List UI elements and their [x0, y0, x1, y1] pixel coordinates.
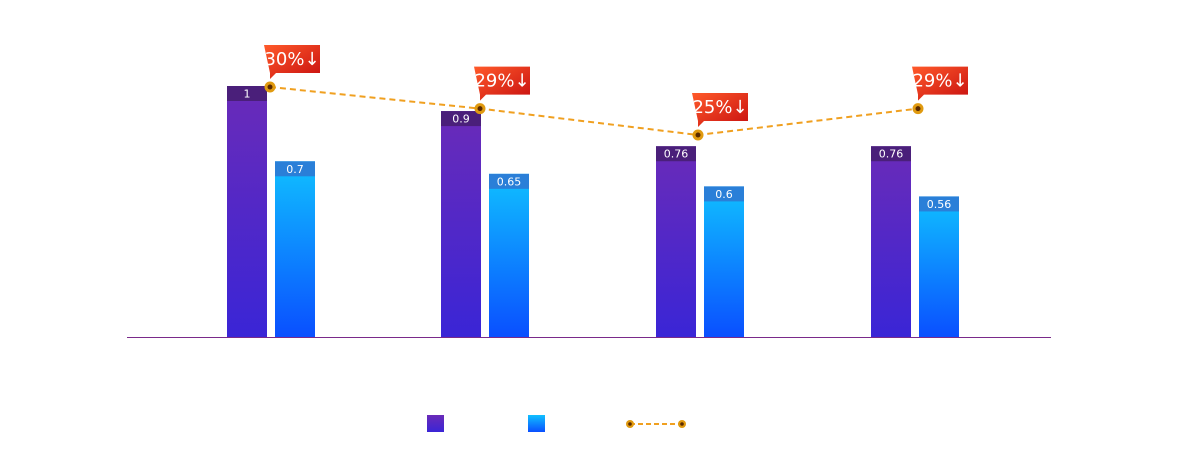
bar-series2: [275, 161, 315, 337]
line-marker-center: [915, 106, 921, 112]
line-marker-center: [267, 84, 273, 90]
line-layer: 30%↓ 29%↓ 25%↓ 29%↓: [264, 45, 968, 141]
line-marker-center: [477, 106, 483, 112]
bar-series1: [441, 111, 481, 337]
data-label-s1: 0.9: [452, 113, 470, 126]
bar-series1-cap: [656, 146, 696, 162]
bar-series2: [919, 196, 959, 337]
data-label-s1: 0.76: [664, 148, 689, 161]
callout-label: 29%↓: [474, 71, 529, 92]
legend-swatch-series2: [528, 415, 545, 432]
callout-box: [264, 45, 320, 79]
callout-box: [692, 93, 748, 127]
bar-series2-cap: [704, 186, 744, 202]
data-label-s2: 0.65: [497, 175, 522, 188]
bar-series2-cap: [919, 196, 959, 212]
callout-label: 30%↓: [264, 49, 319, 70]
legend-swatch-series1: [427, 415, 444, 432]
line-series: [269, 86, 919, 137]
bar-series1-cap: [441, 111, 481, 127]
callout-label: 29%↓: [912, 71, 967, 92]
data-label-s1: 0.76: [879, 148, 904, 161]
bar-series1: [656, 146, 696, 337]
bar-series2-cap: [275, 161, 315, 177]
bar-series1: [227, 86, 267, 337]
data-label-s1: 1: [244, 88, 251, 101]
legend: [427, 415, 686, 432]
bars-layer: 1 0.7 0.9 0.65 0.76 0.6 0.76 0.56: [227, 86, 959, 337]
callout-box: [912, 66, 968, 101]
data-label-s2: 0.6: [715, 188, 733, 201]
line-marker-center: [695, 132, 701, 138]
callout-box: [474, 66, 530, 101]
bar-series1: [871, 146, 911, 337]
bar-series2: [704, 186, 744, 337]
data-label-s2: 0.7: [286, 163, 304, 176]
bar-series2-cap: [489, 173, 529, 189]
bar-series1-cap: [871, 146, 911, 162]
callout-label: 25%↓: [692, 97, 747, 118]
bar-series2: [489, 173, 529, 337]
bar-series1-cap: [227, 86, 267, 101]
data-label-s2: 0.56: [927, 198, 952, 211]
legend-line-marker-center: [680, 422, 684, 426]
legend-line-marker-center: [628, 422, 632, 426]
